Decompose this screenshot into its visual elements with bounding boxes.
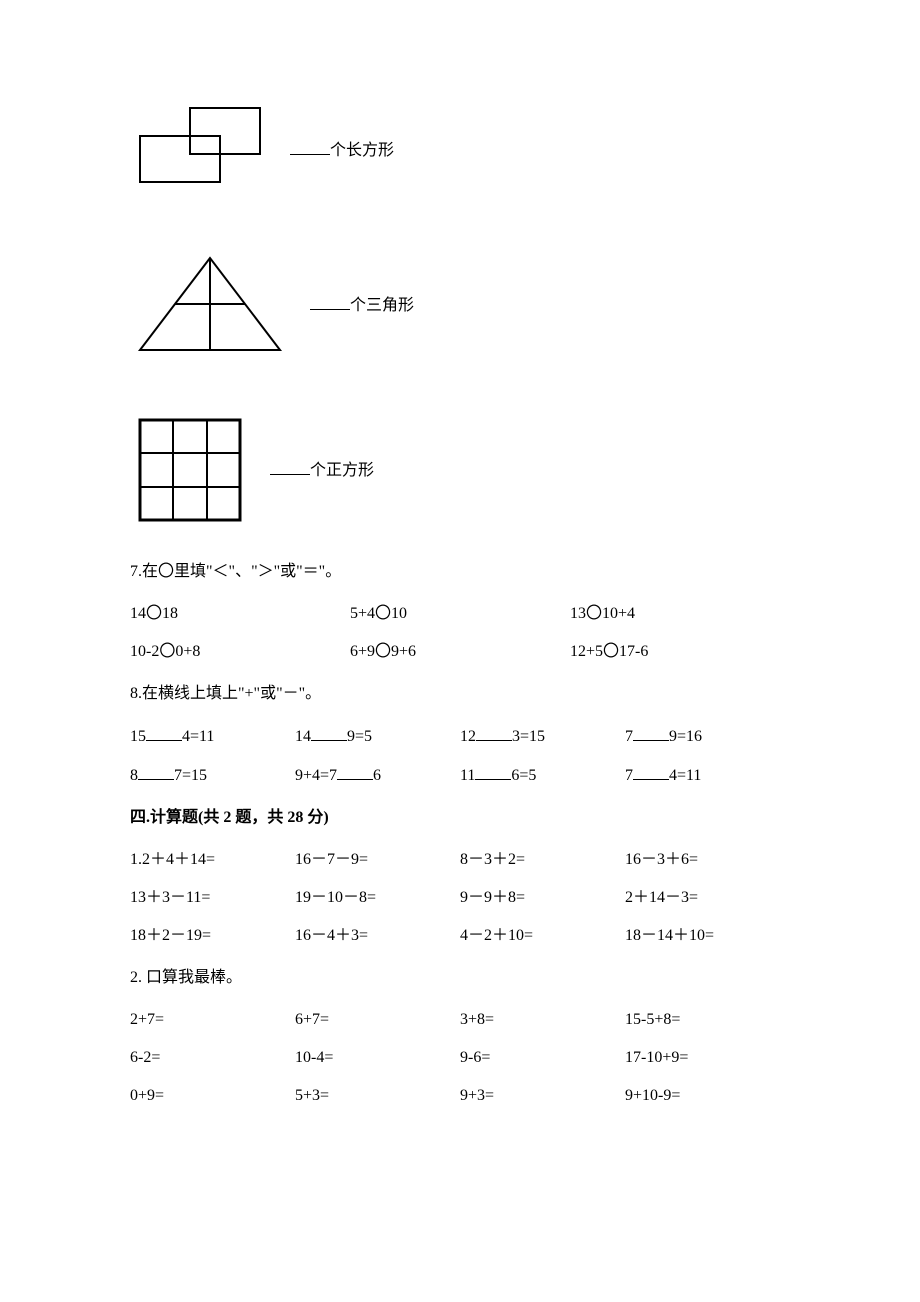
sq-blank[interactable] — [270, 458, 310, 475]
shape-triangle: 个三角形 — [130, 250, 790, 360]
s4-q1-r2-c2: 19－10－8= — [295, 886, 460, 910]
shape-squares: 个正方形 — [130, 410, 790, 530]
q8-blank[interactable] — [475, 763, 511, 780]
sq-label: 个正方形 — [310, 459, 374, 483]
s4-q2-r1-c3: 3+8= — [460, 1008, 625, 1032]
q7-row2: 10-2〇0+8 6+9〇9+6 12+5〇17-6 — [130, 640, 790, 664]
s4-q2-r2-c2: 10-4= — [295, 1046, 460, 1070]
s4-q2-r3-c2: 5+3= — [295, 1084, 460, 1108]
q8-r1-d: 79=16 — [625, 724, 790, 749]
s4-q2-r1-c1: 2+7= — [130, 1008, 295, 1032]
q7-r1-c2: 5+4〇10 — [350, 602, 570, 626]
s4-q1-r1-c3: 8－3＋2= — [460, 848, 625, 872]
s4-q2-row2: 6-2= 10-4= 9-6= 17-10+9= — [130, 1046, 790, 1070]
q8-r2-b: 9+4=76 — [295, 763, 460, 788]
q8-row1: 154=11 149=5 123=15 79=16 — [130, 724, 790, 749]
s4-q2-r1-c4: 15-5+8= — [625, 1008, 790, 1032]
s4-q2-row1: 2+7= 6+7= 3+8= 15-5+8= — [130, 1008, 790, 1032]
s4-q2-r2-c3: 9-6= — [460, 1046, 625, 1070]
s4-q2-r1-c2: 6+7= — [295, 1008, 460, 1032]
q7-r2-c1: 10-2〇0+8 — [130, 640, 350, 664]
q8-blank[interactable] — [633, 763, 669, 780]
s4-heading: 四.计算题(共 2 题，共 28 分) — [130, 806, 790, 830]
q8-blank[interactable] — [476, 724, 512, 741]
q8-blank[interactable] — [146, 724, 182, 741]
tri-figure — [130, 250, 290, 360]
sq-figure — [130, 410, 250, 530]
q8-r2-d: 74=11 — [625, 763, 790, 788]
q8-r2-a: 87=15 — [130, 763, 295, 788]
rect-label: 个长方形 — [330, 139, 394, 163]
rect-figure — [130, 100, 270, 200]
q8-blank[interactable] — [138, 763, 174, 780]
s4-q1-r1-c1: 1.2＋4＋14= — [130, 848, 295, 872]
s4-q1-r2-c1: 13＋3－11= — [130, 886, 295, 910]
sq-label-group: 个正方形 — [270, 458, 374, 483]
s4-q2-prompt: 2. 口算我最棒。 — [130, 966, 790, 990]
q7-r1-c3: 13〇10+4 — [570, 602, 790, 626]
tri-label: 个三角形 — [350, 294, 414, 318]
q7-row1: 14〇18 5+4〇10 13〇10+4 — [130, 602, 790, 626]
s4-q1-row2: 13＋3－11= 19－10－8= 9－9＋8= 2＋14－3= — [130, 886, 790, 910]
q8-r1-c: 123=15 — [460, 724, 625, 749]
s4-q1-r2-c4: 2＋14－3= — [625, 886, 790, 910]
s4-q1-r1-c2: 16－7－9= — [295, 848, 460, 872]
s4-q1-r3-c3: 4－2＋10= — [460, 924, 625, 948]
s4-q1-row1: 1.2＋4＋14= 16－7－9= 8－3＋2= 16－3＋6= — [130, 848, 790, 872]
s4-q2-r3-c3: 9+3= — [460, 1084, 625, 1108]
s4-q2-r3-c4: 9+10-9= — [625, 1084, 790, 1108]
s4-q2-r2-c4: 17-10+9= — [625, 1046, 790, 1070]
q8-r2-c: 116=5 — [460, 763, 625, 788]
rect-blank[interactable] — [290, 138, 330, 155]
q7-prompt: 7.在〇里填"＜"、"＞"或"＝"。 — [130, 560, 790, 584]
s4-q2-row3: 0+9= 5+3= 9+3= 9+10-9= — [130, 1084, 790, 1108]
s4-q1-row3: 18＋2－19= 16－4＋3= 4－2＋10= 18－14＋10= — [130, 924, 790, 948]
q7-r2-c2: 6+9〇9+6 — [350, 640, 570, 664]
s4-q1-r3-c1: 18＋2－19= — [130, 924, 295, 948]
s4-q1-r2-c3: 9－9＋8= — [460, 886, 625, 910]
shape-rectangles: 个长方形 — [130, 100, 790, 200]
q7-r2-c3: 12+5〇17-6 — [570, 640, 790, 664]
tri-blank[interactable] — [310, 293, 350, 310]
s4-q1-r1-c4: 16－3＋6= — [625, 848, 790, 872]
s4-q1-r3-c4: 18－14＋10= — [625, 924, 790, 948]
q8-r1-a: 154=11 — [130, 724, 295, 749]
q8-blank[interactable] — [337, 763, 373, 780]
q8-row2: 87=15 9+4=76 116=5 74=11 — [130, 763, 790, 788]
s4-q1-r3-c2: 16－4＋3= — [295, 924, 460, 948]
rect-label-group: 个长方形 — [290, 138, 394, 163]
q8-blank[interactable] — [311, 724, 347, 741]
q8-blank[interactable] — [633, 724, 669, 741]
q8-prompt: 8.在横线上填上"+"或"－"。 — [130, 682, 790, 706]
tri-label-group: 个三角形 — [310, 293, 414, 318]
q8-r1-b: 149=5 — [295, 724, 460, 749]
q7-r1-c1: 14〇18 — [130, 602, 350, 626]
s4-q2-r3-c1: 0+9= — [130, 1084, 295, 1108]
s4-q2-r2-c1: 6-2= — [130, 1046, 295, 1070]
